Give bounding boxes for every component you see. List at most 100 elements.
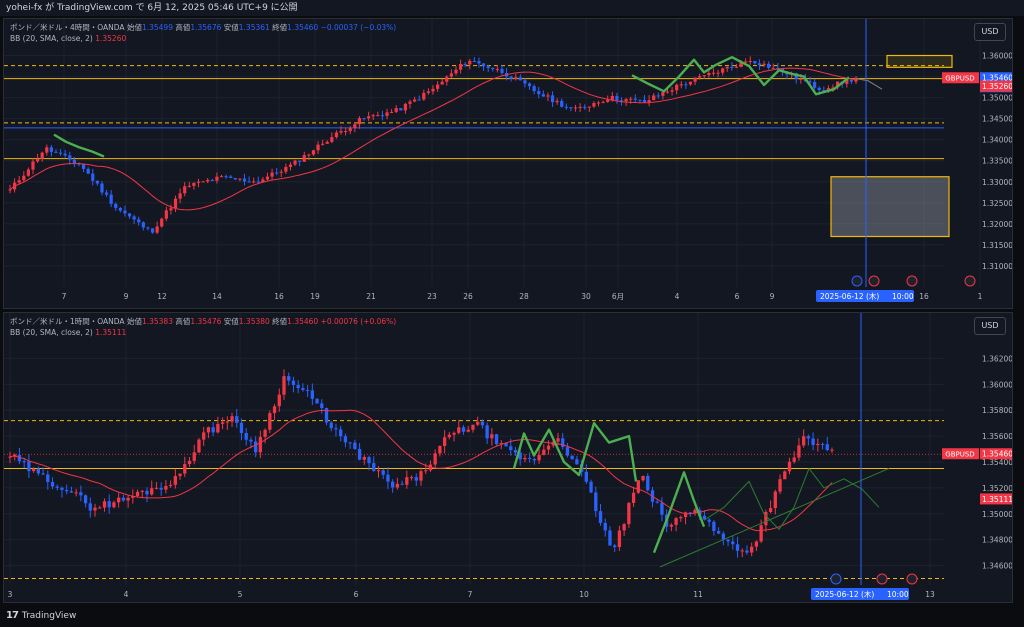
candle-body bbox=[731, 541, 735, 545]
y-tick-label: 1.32500 bbox=[982, 199, 1012, 208]
candle-body bbox=[348, 442, 352, 444]
candle-body bbox=[592, 103, 596, 107]
candle-body bbox=[797, 445, 801, 458]
candle-body bbox=[45, 147, 49, 153]
candle-body bbox=[500, 69, 504, 74]
candle-body bbox=[831, 87, 835, 89]
tradingview-logo[interactable]: 17 TradingView bbox=[6, 610, 76, 621]
candle-body bbox=[477, 61, 481, 64]
candle-body bbox=[419, 471, 423, 481]
candle-body bbox=[238, 178, 242, 180]
candle-body bbox=[458, 63, 463, 70]
candle-body bbox=[619, 100, 624, 102]
candle-body bbox=[17, 180, 21, 183]
candle-body bbox=[608, 530, 612, 546]
chart-canvas-4h[interactable]: 1.360001.355001.350001.345001.340001.335… bbox=[4, 19, 1012, 308]
y-tick-label: 1.34500 bbox=[982, 115, 1012, 124]
candle-body bbox=[494, 434, 499, 445]
candle-body bbox=[288, 164, 293, 167]
candle-body bbox=[35, 158, 40, 162]
candle-body bbox=[83, 495, 88, 504]
candle-body bbox=[561, 438, 565, 448]
x-tick-label: 1 bbox=[978, 292, 983, 301]
candle-body bbox=[787, 461, 792, 472]
candle-body bbox=[759, 525, 763, 542]
candle-body bbox=[93, 507, 97, 511]
candle-body bbox=[783, 471, 787, 480]
close-label: 終値 bbox=[272, 317, 288, 326]
candle-body bbox=[445, 76, 449, 82]
candle-body bbox=[219, 176, 224, 178]
candle-body bbox=[324, 408, 329, 423]
candle-body bbox=[594, 492, 598, 512]
candle-body bbox=[302, 155, 306, 162]
candle-body bbox=[603, 522, 607, 531]
publish-header: yohei-fx が TradingView.com で 6月 12, 2025… bbox=[0, 0, 1024, 16]
candle-body bbox=[307, 154, 311, 156]
candle-body bbox=[646, 476, 650, 491]
candle-body bbox=[183, 186, 187, 194]
low-value: 1.35380 bbox=[238, 317, 270, 326]
close-value: 1.35460 bbox=[287, 317, 319, 326]
x-tick-label: 5 bbox=[238, 590, 243, 599]
candle-body bbox=[449, 73, 454, 77]
economic-event-icon bbox=[906, 573, 918, 585]
currency-button[interactable]: USD bbox=[974, 317, 1006, 335]
y-tick-label: 1.34000 bbox=[982, 136, 1012, 145]
candle-body bbox=[150, 228, 155, 233]
candle-body bbox=[405, 477, 409, 485]
candle-body bbox=[431, 88, 435, 92]
candle-body bbox=[417, 99, 421, 101]
candle-body bbox=[541, 94, 545, 97]
candle-body bbox=[480, 421, 485, 426]
candle-body bbox=[69, 491, 74, 493]
candle-body bbox=[206, 180, 210, 182]
chart-canvas-1h[interactable]: 1.36200 1.36000 1.35800 1.35600 1.35400 1.352… bbox=[4, 313, 1012, 602]
candle-body bbox=[849, 79, 854, 82]
candle-body bbox=[229, 176, 233, 178]
chart-panel-1h[interactable]: 1.36200 1.36000 1.35800 1.35600 1.35400 1.352… bbox=[3, 312, 1013, 603]
candle-body bbox=[220, 422, 225, 424]
price-tag: 1.35460 bbox=[982, 450, 1012, 459]
candle-body bbox=[155, 226, 159, 233]
symbol-tag-bg bbox=[942, 448, 979, 460]
candle-body bbox=[424, 470, 428, 472]
candle-body bbox=[263, 429, 267, 437]
x-tick-label: 4 bbox=[675, 292, 680, 301]
pattern-wave-line bbox=[652, 471, 706, 554]
candle-body bbox=[835, 81, 840, 88]
candle-body bbox=[46, 474, 50, 483]
candle-body bbox=[169, 208, 173, 211]
candle-body bbox=[316, 144, 320, 151]
candle-body bbox=[674, 518, 678, 525]
x-tick-label: 13 bbox=[925, 590, 935, 599]
low-label: 安値 bbox=[223, 317, 239, 326]
candle-body bbox=[485, 425, 489, 439]
y-tick-label: 1.31500 bbox=[982, 241, 1012, 250]
candle-body bbox=[154, 487, 159, 489]
candle-body bbox=[454, 69, 458, 74]
candle-body bbox=[665, 91, 670, 93]
chart-panel-4h[interactable]: 1.360001.355001.350001.345001.340001.335… bbox=[3, 18, 1013, 309]
candle-body bbox=[261, 179, 265, 183]
candle-body bbox=[495, 69, 499, 71]
candle-body bbox=[390, 111, 394, 113]
trend-line bbox=[703, 467, 880, 531]
currency-button[interactable]: USD bbox=[974, 23, 1006, 41]
candle-body bbox=[820, 443, 825, 445]
candle-body bbox=[683, 512, 688, 517]
x-tick-label: 23 bbox=[427, 292, 437, 301]
candle-body bbox=[514, 77, 518, 79]
candle-body bbox=[310, 390, 314, 399]
candle-body bbox=[305, 389, 310, 391]
candle-body bbox=[58, 152, 63, 154]
candle-body bbox=[693, 77, 697, 82]
candle-body bbox=[131, 496, 135, 498]
candle-body bbox=[391, 481, 395, 488]
candle-body bbox=[622, 524, 626, 531]
date-cursor-tag-bg bbox=[816, 290, 914, 302]
candle-body bbox=[400, 483, 404, 485]
pattern-wave-line bbox=[53, 133, 105, 158]
y-tick-label: 1.34600 bbox=[982, 562, 1012, 571]
candle-body bbox=[725, 66, 729, 69]
